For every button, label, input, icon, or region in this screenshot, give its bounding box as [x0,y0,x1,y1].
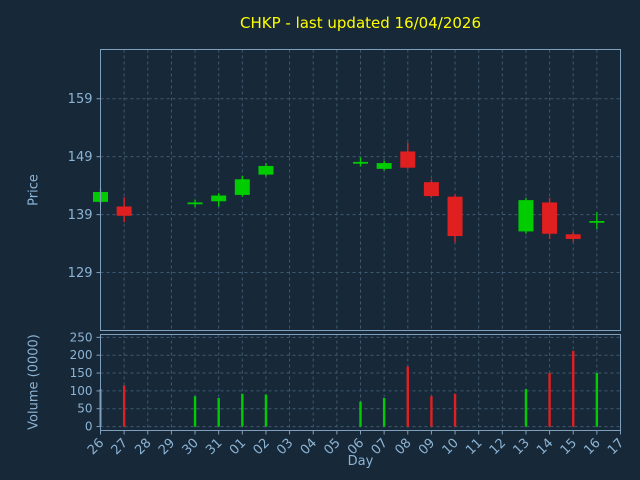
x-axis-label: Day [347,454,374,469]
price-tick-label: 129 [68,266,93,281]
candle-body [211,195,227,202]
candle-body [234,179,250,195]
candle-body [400,151,416,168]
candle-body [116,206,132,216]
candle-body [447,196,463,237]
volume-axis-label: Volume (0000) [26,334,42,430]
candle-body [187,202,203,205]
candle-body [518,200,534,232]
price-tick-label: 149 [68,150,93,165]
candle-body [565,234,581,239]
volume-tick-label: 150 [70,366,93,380]
candle-body [376,163,392,169]
price-tick-label: 159 [68,92,93,107]
volume-tick-label: 50 [77,402,92,416]
candle-body [353,161,368,164]
volume-tick-label: 0 [85,420,93,434]
chart-title: CHKP - last updated 16/04/2026 [239,14,481,32]
candle-body [423,182,439,197]
candle-body [542,202,558,234]
volume-tick-label: 200 [70,348,93,362]
price-tick-label: 139 [68,208,93,223]
candle-body [589,220,605,223]
candle-body [258,165,274,175]
volume-tick-label: 250 [70,330,93,344]
volume-tick-label: 100 [70,384,93,398]
price-panel-border [100,49,621,331]
price-axis-label: Price [26,174,42,206]
